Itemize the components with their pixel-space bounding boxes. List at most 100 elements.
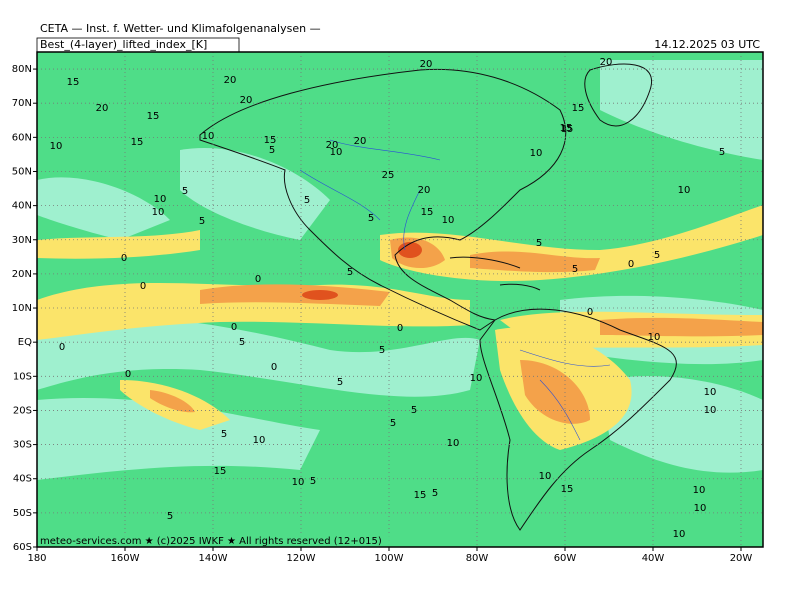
x-tick-label: 40W: [642, 553, 665, 564]
x-tick-label: 80W: [466, 553, 489, 564]
contour-label: 10: [154, 194, 167, 205]
contour-label: 10: [678, 185, 691, 196]
contour-label: 20: [240, 95, 253, 106]
footer-credit: meteo-services.com ★ (c)2025 IWKF ★ All …: [40, 536, 382, 547]
contour-label: 5: [432, 488, 438, 499]
y-tick-label: 60S: [13, 542, 32, 553]
contour-label: 0: [397, 323, 403, 334]
contour-label: 10: [539, 471, 552, 482]
contour-label: 10: [704, 387, 717, 398]
y-tick-label: 40N: [12, 201, 32, 212]
contour-label: 15: [414, 490, 427, 501]
contour-label: 15: [264, 135, 277, 146]
contour-label: 15: [561, 124, 574, 135]
contour-label: 0: [59, 342, 65, 353]
contour-label: 5: [269, 145, 275, 156]
contour-label: 10: [704, 405, 717, 416]
contour-label: 5: [536, 238, 542, 249]
contour-label: 10: [530, 148, 543, 159]
contour-label: 5: [368, 213, 374, 224]
y-tick-label: 20S: [13, 405, 32, 416]
axis-ticks: 180 160W 140W 120W 100W 80W 60W 40W 20W 80N 70N 60N…: [12, 64, 753, 564]
y-tick-label: 10S: [13, 371, 32, 382]
contour-label: 20: [96, 103, 109, 114]
contour-label: 10: [442, 215, 455, 226]
y-tick-label: 50N: [12, 166, 32, 177]
y-tick-label: 60N: [12, 132, 32, 143]
contour-label: 0: [125, 369, 131, 380]
contour-label: 10: [152, 207, 165, 218]
contour-label: 0: [255, 274, 261, 285]
x-tick-label: 60W: [554, 553, 577, 564]
contour-label: 10: [253, 435, 266, 446]
contour-label: 20: [420, 59, 433, 70]
contour-label: 10: [648, 332, 661, 343]
contour-label: 0: [628, 259, 634, 270]
contour-label: 5: [379, 345, 385, 356]
contour-label: 15: [421, 207, 434, 218]
contour-label: 5: [221, 429, 227, 440]
x-tick-label: 100W: [375, 553, 404, 564]
contour-label: 0: [271, 362, 277, 373]
contour-label: 10: [470, 373, 483, 384]
y-tick-label: 80N: [12, 64, 32, 75]
x-tick-label: 120W: [287, 553, 316, 564]
contour-label: 5: [304, 195, 310, 206]
contour-label: 10: [694, 503, 707, 514]
plot-frame: [36, 51, 764, 548]
header-datetime: 14.12.2025 03 UTC: [654, 38, 760, 51]
contour-label: 10: [50, 141, 63, 152]
contour-label: 5: [719, 147, 725, 158]
x-tick-label: 180: [27, 553, 46, 564]
contour-label: 0: [587, 307, 593, 318]
footer-bg: [37, 535, 407, 547]
contour-label: 5: [182, 186, 188, 197]
contour-label: 10: [292, 477, 305, 488]
contour-label: 15: [131, 137, 144, 148]
y-tick-label: 50S: [13, 508, 32, 519]
coastlines: [199, 63, 677, 531]
y-tick-label: 30S: [13, 440, 32, 451]
contour-label: 20: [418, 185, 431, 196]
contour-label: 5: [337, 377, 343, 388]
contour-label: 5: [411, 405, 417, 416]
x-tick-label: 160W: [111, 553, 140, 564]
y-tick-label: EQ: [18, 337, 32, 348]
contour-label: 15: [560, 123, 573, 134]
header-subtitle: Best_(4-layer)_lifted_index_[K]: [40, 38, 207, 51]
contour-label: 5: [310, 476, 316, 487]
contour-label: 5: [199, 216, 205, 227]
contour-label: 5: [347, 267, 353, 278]
contour-label: 25: [382, 170, 395, 181]
contour-label: 15: [147, 111, 160, 122]
contour-label: 15: [572, 103, 585, 114]
x-tick-label: 140W: [199, 553, 228, 564]
contour-label: 15: [67, 77, 80, 88]
contour-label: 5: [239, 337, 245, 348]
y-tick-label: 10N: [12, 303, 32, 314]
contour-label: 20: [224, 75, 237, 86]
x-tick-label: 20W: [730, 553, 753, 564]
contour-label: 20: [326, 140, 339, 151]
contour-label: 20: [354, 136, 367, 147]
y-tick-label: 20N: [12, 269, 32, 280]
contour-label: 5: [167, 511, 173, 522]
contour-label: 15: [561, 484, 574, 495]
contour-label: 0: [121, 253, 127, 264]
contour-label: 10: [330, 147, 343, 158]
contour-label: 5: [654, 250, 660, 261]
contour-label: 5: [390, 418, 396, 429]
contour-label: 0: [140, 281, 146, 292]
grid: [37, 52, 763, 547]
orange-field: [150, 237, 763, 424]
contour-label: 10: [693, 485, 706, 496]
contour-label: 5: [572, 264, 578, 275]
y-tick-label: 70N: [12, 98, 32, 109]
contour-label: 10: [673, 529, 686, 540]
header-title: CETA — Inst. f. Wetter- und Klimafolgena…: [40, 22, 321, 35]
contour-label: 10: [202, 131, 215, 142]
contour-label: 0: [231, 322, 237, 333]
